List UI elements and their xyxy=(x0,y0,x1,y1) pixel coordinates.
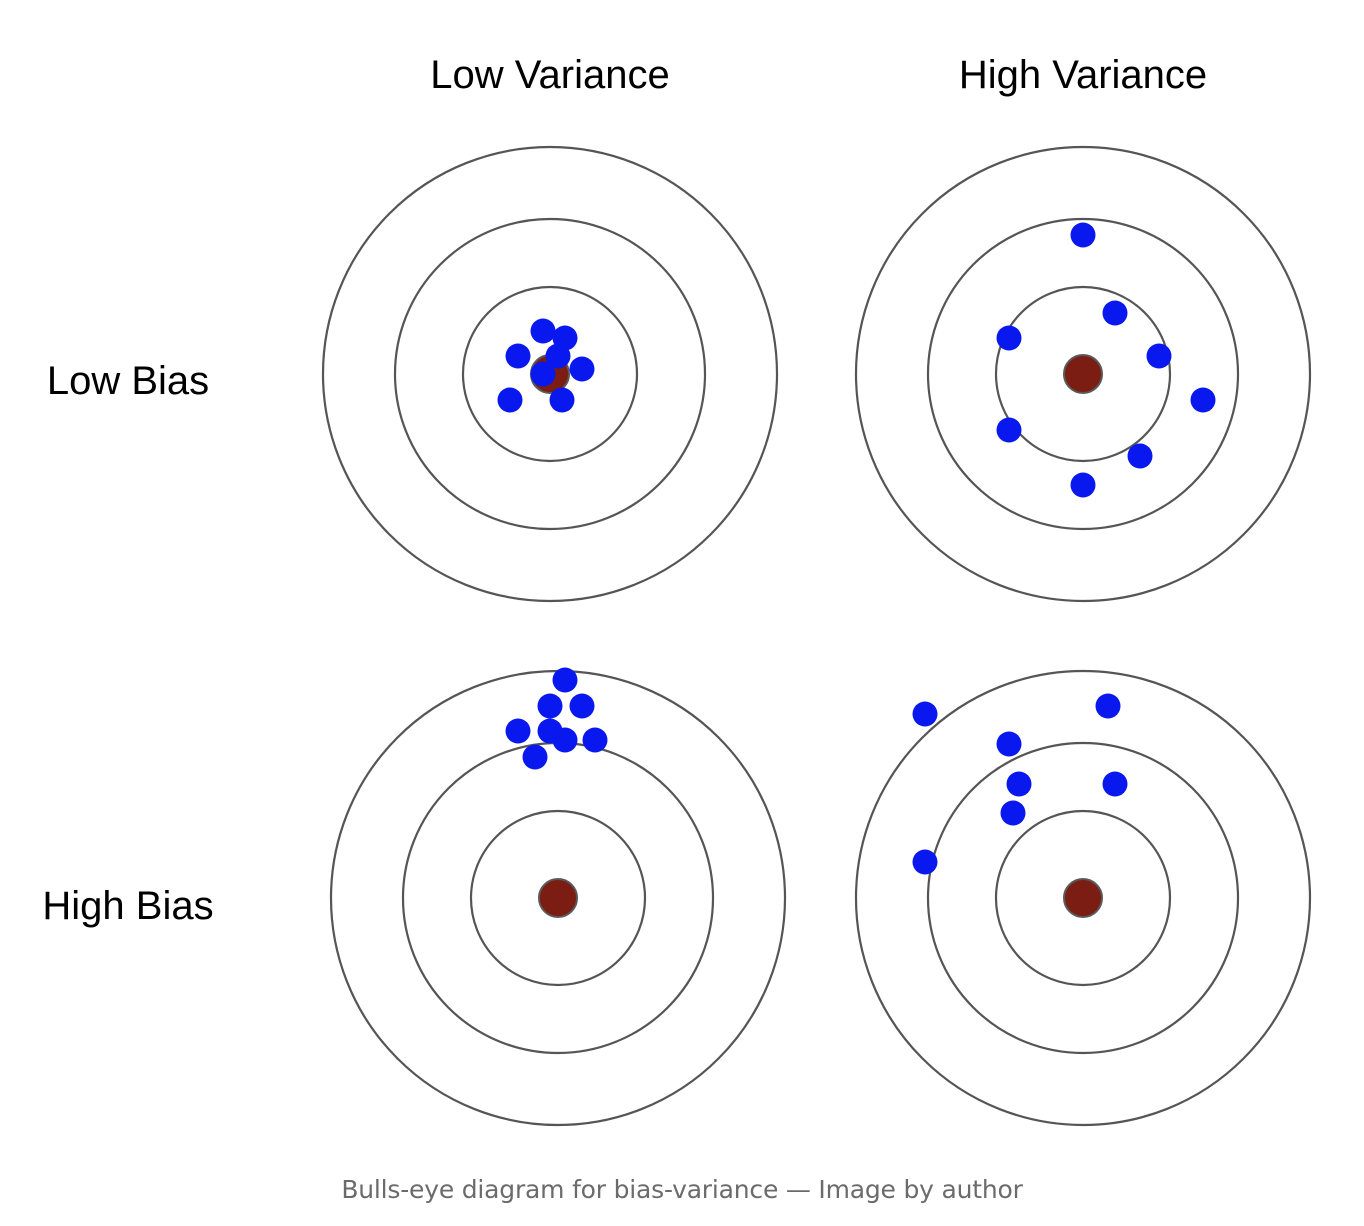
hit-point xyxy=(569,693,595,719)
target-ring xyxy=(926,217,1240,531)
hit-point xyxy=(1102,771,1128,797)
target-ring xyxy=(994,809,1172,987)
hit-point xyxy=(1102,300,1128,326)
bullseye-center xyxy=(538,878,578,918)
hit-point xyxy=(569,356,595,382)
target-ring xyxy=(393,217,707,531)
hit-point xyxy=(530,318,556,344)
target-ring xyxy=(321,145,779,603)
hit-point xyxy=(582,727,608,753)
target-ring xyxy=(854,669,1312,1127)
hit-point xyxy=(1000,800,1026,826)
hit-point xyxy=(545,343,571,369)
target-low-bias-low-variance xyxy=(321,145,779,603)
hit-point xyxy=(1190,387,1216,413)
hit-point xyxy=(1146,343,1172,369)
target-ring xyxy=(461,285,639,463)
target-low-bias-high-variance xyxy=(854,145,1312,603)
hit-point xyxy=(996,325,1022,351)
bias-variance-diagram: Low Variance High Variance Low Bias High… xyxy=(42,53,1312,1127)
hit-point xyxy=(530,361,556,387)
hit-point xyxy=(1006,771,1032,797)
hit-point xyxy=(549,387,575,413)
target-high-bias-low-variance xyxy=(329,667,787,1127)
target-ring xyxy=(994,285,1172,463)
row-label-high-bias: High Bias xyxy=(42,884,213,928)
hit-point xyxy=(537,693,563,719)
figure-caption: Bulls-eye diagram for bias-variance — Im… xyxy=(341,1175,1023,1204)
bullseye-center xyxy=(1063,354,1103,394)
hit-point xyxy=(552,667,578,693)
hit-point xyxy=(505,718,531,744)
column-label-low-variance: Low Variance xyxy=(430,53,669,97)
hit-point xyxy=(912,849,938,875)
target-ring xyxy=(469,809,647,987)
row-label-low-bias: Low Bias xyxy=(47,359,209,403)
column-label-high-variance: High Variance xyxy=(959,53,1207,97)
hit-point xyxy=(1127,443,1153,469)
hit-point xyxy=(1095,693,1121,719)
hit-point xyxy=(522,744,548,770)
bullseye-center xyxy=(1063,878,1103,918)
hit-point xyxy=(1070,472,1096,498)
hit-point xyxy=(552,727,578,753)
hit-point xyxy=(505,343,531,369)
hit-point xyxy=(497,387,523,413)
target-ring xyxy=(926,741,1240,1055)
hit-point xyxy=(912,701,938,727)
target-ring xyxy=(854,145,1312,603)
hit-point xyxy=(1070,222,1096,248)
hit-point xyxy=(996,731,1022,757)
target-high-bias-high-variance xyxy=(854,669,1312,1127)
hit-point xyxy=(996,417,1022,443)
